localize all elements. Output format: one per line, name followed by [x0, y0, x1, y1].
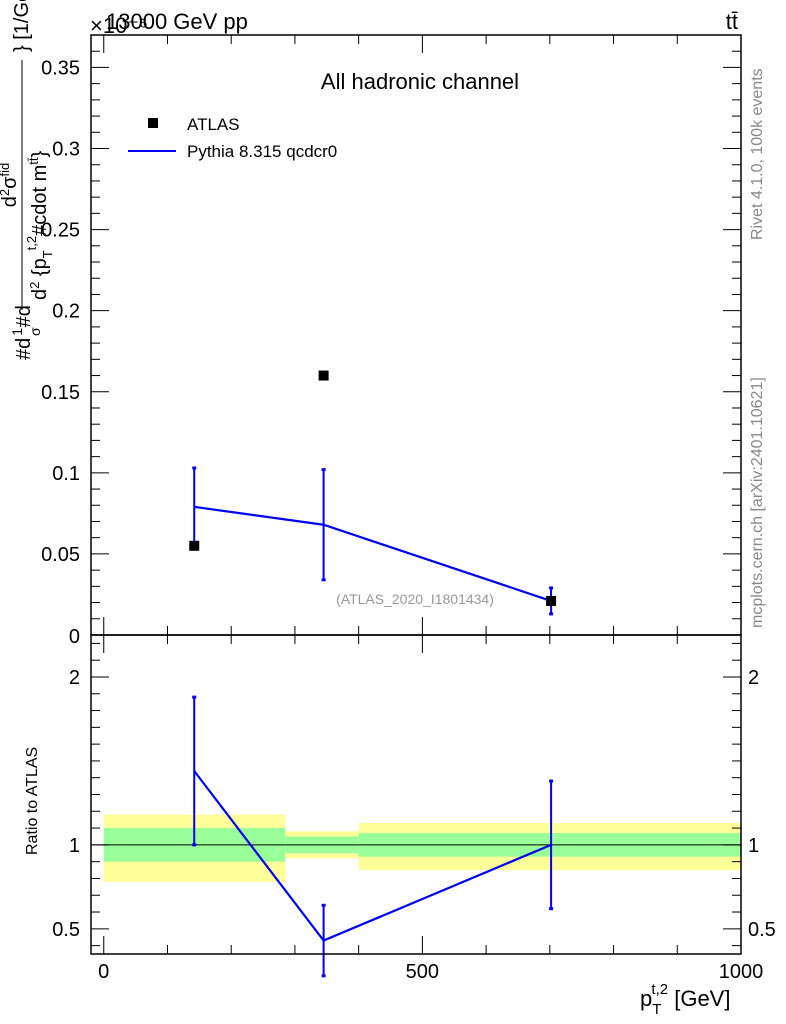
legend-label-atlas: ATLAS: [187, 115, 240, 134]
svg-text:} [1/GeV2]: } [1/GeV2]: [8, 0, 33, 52]
mc-series: [192, 466, 554, 616]
main-plot-panel: 0.05 0.1 0.15 0.2 0.25 0.3 0.35 0 All hadronic…: [0, 0, 742, 648]
atlas-data-point: [189, 540, 200, 551]
ratio-y-tick-label-left: 0.5: [52, 919, 80, 941]
ratio-plot-panel: 0.5 0.5 1 1 2 2 0 500 1000 Ratio to ATLAS pTt,2…: [24, 634, 776, 1018]
atlas-data-point: [546, 595, 557, 606]
main-y-ticks: [91, 50, 741, 620]
svg-text:d2σfid: d2σfid: [0, 163, 21, 207]
main-y-tick-label: 0.25: [41, 220, 80, 242]
ratio-y-tick-label-left: 1: [69, 835, 80, 857]
main-y-axis-label: #d1σ#d d2σfid d2 {pTt,2#cdot mtt̄} } [1/…: [0, 0, 55, 360]
header-exponent: ×10⁻⁶: [90, 13, 148, 38]
main-y-tick-label: 0.15: [41, 382, 80, 404]
atlas-data-series: [189, 370, 557, 606]
main-y-tick-label: 0.3: [52, 139, 80, 161]
main-y-tick-label-zero: 0: [69, 626, 80, 648]
ratio-y-tick-label-right: 0.5: [748, 919, 776, 941]
legend: ATLAS Pythia 8.315 qcdcr0: [128, 115, 337, 161]
main-y-tick-label: 0.1: [52, 463, 80, 485]
svg-text:d2 {pTt,2#cdot mtt̄}: d2 {pTt,2#cdot mtt̄}: [24, 150, 55, 300]
ratio-mc-series: [192, 695, 554, 978]
ratio-x-tick-labels: 0 500 1000: [98, 961, 763, 983]
ratio-x-tick-label: 1000: [719, 961, 764, 983]
rivet-label: Rivet 4.1.0, 100k events: [749, 68, 766, 240]
main-x-ticks: [103, 35, 742, 635]
ratio-uncertainty-bands: [103, 814, 741, 882]
ratio-y-tick-label-right: 2: [748, 667, 759, 689]
header-collision: 13000 GeV pp: [106, 9, 248, 34]
main-plot-title: All hadronic channel: [321, 69, 519, 94]
x-axis-label: pTt,2 [GeV]: [640, 981, 730, 1018]
ratio-x-tick-label: 500: [406, 961, 439, 983]
ratio-y-ticks: [91, 642, 741, 947]
ratio-x-tick-label: 0: [98, 961, 109, 983]
analysis-watermark: (ATLAS_2020_I1801434): [336, 591, 494, 607]
main-y-tick-label: 0.2: [52, 301, 80, 323]
ratio-plot-frame: [90, 634, 742, 955]
svg-text:pTt,2 [GeV]: pTt,2 [GeV]: [640, 981, 730, 1018]
main-y-tick-label: 0.35: [41, 57, 80, 79]
ratio-x-ticks: [103, 635, 742, 954]
mc-line: [194, 505, 552, 602]
main-y-tick-label: 0.05: [41, 544, 80, 566]
legend-label-pythia: Pythia 8.315 qcdcr0: [187, 142, 337, 161]
legend-marker-atlas: [148, 118, 158, 128]
ratio-y-tick-labels: 0.5 0.5 1 1 2 2: [52, 667, 776, 941]
svg-text:#d1σ#d: #d1 σ#d: [9, 305, 43, 360]
main-y-tick-labels: 0.05 0.1 0.15 0.2 0.25 0.3 0.35: [41, 57, 80, 565]
ratio-y-tick-label-left: 2: [69, 667, 80, 689]
header-process: tt̄: [726, 9, 738, 34]
source-label: mcplots.cern.ch [arXiv:2401.10621]: [749, 377, 766, 628]
ratio-y-axis-label: Ratio to ATLAS: [24, 747, 41, 855]
atlas-data-point: [318, 370, 329, 381]
ratio-y-tick-label-right: 1: [748, 835, 759, 857]
